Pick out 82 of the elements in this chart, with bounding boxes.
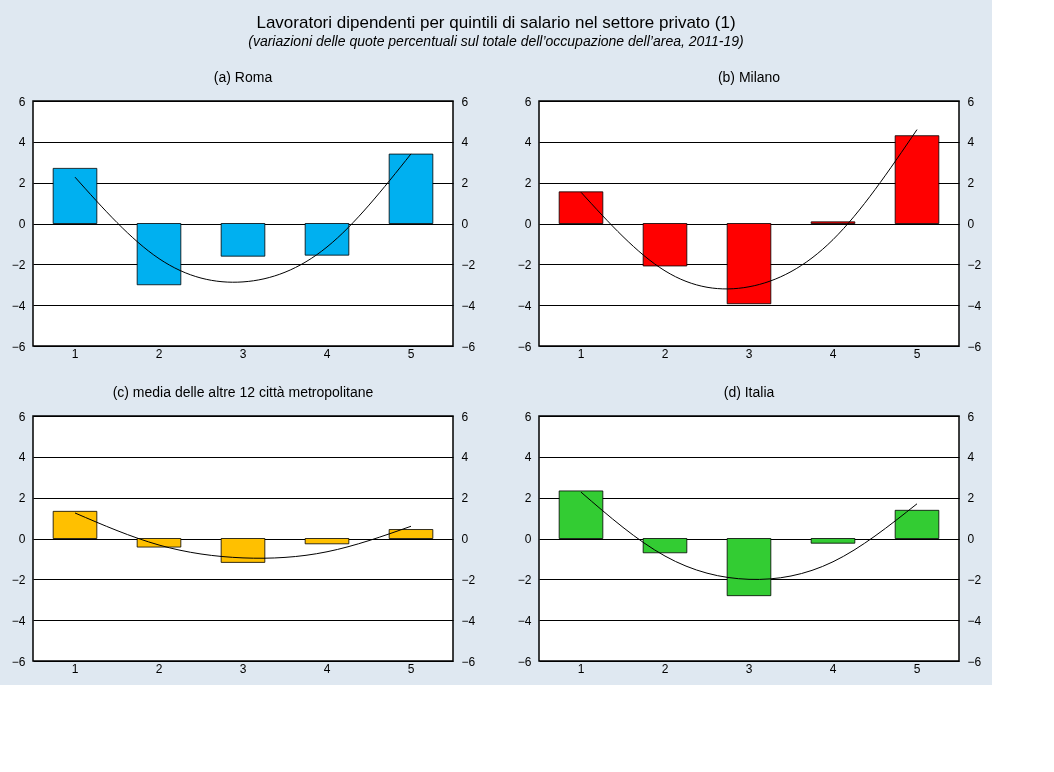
chart-title: (b) Milano bbox=[717, 69, 781, 85]
y-tick-label: −4 bbox=[517, 613, 532, 628]
x-tick-label: 3 bbox=[239, 661, 247, 676]
x-tick-label: 1 bbox=[71, 661, 79, 676]
x-tick-label: 4 bbox=[323, 346, 331, 361]
text: (variazioni delle quote percentuali sul totale dell’occupazione dell’area, 2011-19) bbox=[248, 33, 744, 50]
y-tick-label: 6 bbox=[524, 94, 532, 109]
y-tick-label: −4 bbox=[517, 298, 532, 313]
x-tick-label: 5 bbox=[407, 661, 415, 676]
y-tick-label: −2 bbox=[11, 572, 26, 587]
chart-title: (d) Italia bbox=[723, 384, 775, 400]
y-tick-label: 2 bbox=[524, 491, 532, 506]
x-tick-label: 4 bbox=[323, 661, 331, 676]
x-tick-label: 2 bbox=[661, 346, 669, 361]
y2-tick-label: 4 bbox=[461, 135, 469, 150]
y2-tick-label: 2 bbox=[461, 176, 469, 191]
y2-tick-label: 0 bbox=[967, 532, 975, 546]
y2-tick-label: −2 bbox=[967, 257, 982, 272]
y2-tick-label: 6 bbox=[461, 409, 469, 424]
y-tick-label: 4 bbox=[524, 135, 532, 150]
y2-tick-label: 6 bbox=[967, 94, 975, 109]
x-tick-label: 1 bbox=[577, 346, 585, 361]
y2-tick-label: 4 bbox=[967, 450, 975, 465]
y-tick-label: 4 bbox=[18, 450, 26, 465]
x-tick-label: 4 bbox=[829, 661, 837, 676]
y-tick-label: −6 bbox=[517, 654, 532, 669]
y2-tick-label: 2 bbox=[967, 176, 975, 191]
y-tick-label: 0 bbox=[524, 217, 532, 231]
y-tick-label: −6 bbox=[11, 654, 26, 669]
y2-tick-label: −6 bbox=[461, 654, 476, 669]
x-tick-label: 1 bbox=[577, 661, 585, 676]
y-tick-label: −2 bbox=[517, 257, 532, 272]
y2-tick-label: 2 bbox=[967, 491, 975, 506]
y-tick-label: 2 bbox=[524, 176, 532, 191]
y2-tick-label: 0 bbox=[967, 217, 975, 231]
y2-tick-label: −2 bbox=[967, 572, 982, 587]
y-tick-label: 4 bbox=[18, 135, 26, 150]
x-tick-label: 5 bbox=[407, 346, 415, 361]
x-tick-label: 3 bbox=[239, 346, 247, 361]
y2-tick-label: −4 bbox=[461, 613, 476, 628]
y-tick-label: 2 bbox=[18, 176, 26, 191]
x-tick-label: 5 bbox=[913, 661, 921, 676]
y-tick-label: −4 bbox=[11, 613, 26, 628]
y-tick-label: −6 bbox=[11, 339, 26, 354]
text: Lavoratori dipendenti per quintili di salario nel settore privato (1) bbox=[256, 13, 736, 33]
y-tick-label: −2 bbox=[11, 257, 26, 272]
y-tick-label: 4 bbox=[524, 450, 532, 465]
y2-tick-label: 6 bbox=[461, 94, 469, 109]
y2-tick-label: 2 bbox=[461, 491, 469, 506]
x-tick-label: 2 bbox=[155, 346, 163, 361]
y-tick-label: 6 bbox=[18, 94, 26, 109]
y2-tick-label: −4 bbox=[967, 298, 982, 313]
y-tick-label: 0 bbox=[524, 532, 532, 546]
y2-tick-label: −6 bbox=[967, 339, 982, 354]
y-tick-label: −2 bbox=[517, 572, 532, 587]
chart-title: (c) media delle altre 12 città metropolitane bbox=[112, 384, 374, 400]
y2-tick-label: −4 bbox=[967, 613, 982, 628]
y-tick-label: −4 bbox=[11, 298, 26, 313]
y2-tick-label: −2 bbox=[461, 257, 476, 272]
x-tick-label: 2 bbox=[661, 661, 669, 676]
y-tick-label: 0 bbox=[18, 532, 26, 546]
x-tick-label: 3 bbox=[745, 346, 753, 361]
x-tick-label: 5 bbox=[913, 346, 921, 361]
y2-tick-label: 6 bbox=[967, 409, 975, 424]
y-tick-label: −6 bbox=[517, 339, 532, 354]
y2-tick-label: −2 bbox=[461, 572, 476, 587]
y2-tick-label: −4 bbox=[461, 298, 476, 313]
y-tick-label: 6 bbox=[18, 409, 26, 424]
y-tick-label: 0 bbox=[18, 217, 26, 231]
chart-title: (a) Roma bbox=[213, 69, 273, 85]
y2-tick-label: −6 bbox=[967, 654, 982, 669]
x-tick-label: 2 bbox=[155, 661, 163, 676]
y2-tick-label: −6 bbox=[461, 339, 476, 354]
y-tick-label: 2 bbox=[18, 491, 26, 506]
x-tick-label: 4 bbox=[829, 346, 837, 361]
x-tick-label: 3 bbox=[745, 661, 753, 676]
y2-tick-label: 0 bbox=[461, 217, 469, 231]
y2-tick-label: 4 bbox=[461, 450, 469, 465]
x-tick-label: 1 bbox=[71, 346, 79, 361]
y-tick-label: 6 bbox=[524, 409, 532, 424]
y2-tick-label: 0 bbox=[461, 532, 469, 546]
y2-tick-label: 4 bbox=[967, 135, 975, 150]
